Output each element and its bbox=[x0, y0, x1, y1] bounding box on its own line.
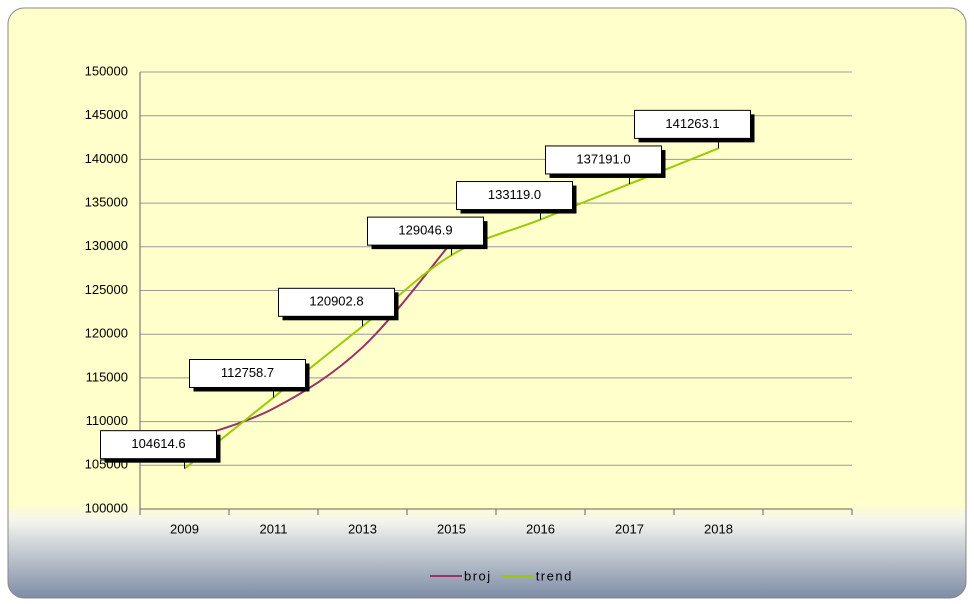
label-box bbox=[634, 109, 751, 139]
line-series bbox=[183, 147, 719, 470]
data-label: 120902.8 bbox=[309, 294, 363, 309]
y-tick-label: 110000 bbox=[86, 413, 128, 428]
y-tick-label: 125000 bbox=[85, 282, 128, 297]
legend-label: trend bbox=[536, 568, 573, 583]
line-series bbox=[184, 241, 453, 442]
label-box bbox=[189, 358, 306, 388]
x-tick-label: 2013 bbox=[348, 521, 377, 536]
x-tick-label: 2018 bbox=[704, 521, 733, 536]
y-tick-label: 150000 bbox=[85, 63, 128, 78]
label-box bbox=[456, 181, 573, 211]
data-label: 133119.0 bbox=[488, 187, 541, 202]
data-label: 141263.1 bbox=[665, 116, 719, 131]
legend-label: broj bbox=[464, 568, 492, 583]
y-tick-label: 140000 bbox=[85, 151, 128, 166]
y-tick-label: 130000 bbox=[85, 238, 128, 253]
label-box bbox=[545, 145, 662, 175]
x-tick-label: 2009 bbox=[170, 521, 199, 536]
x-tick-label: 2016 bbox=[526, 521, 555, 536]
label-box bbox=[278, 287, 395, 317]
label-box bbox=[100, 430, 217, 460]
x-tick-label: 2017 bbox=[615, 521, 644, 536]
label-box bbox=[367, 216, 484, 246]
data-label: 104614.6 bbox=[131, 436, 185, 451]
x-tick-label: 2011 bbox=[260, 521, 288, 536]
y-tick-label: 135000 bbox=[85, 195, 128, 210]
x-tick-label: 2015 bbox=[437, 521, 466, 536]
y-tick-label: 145000 bbox=[85, 107, 128, 122]
y-tick-label: 120000 bbox=[85, 326, 128, 341]
data-label: 129046.9 bbox=[398, 223, 452, 238]
data-label: 137191.0 bbox=[576, 151, 630, 166]
y-tick-label: 115000 bbox=[86, 369, 128, 384]
y-tick-label: 100000 bbox=[85, 500, 128, 515]
data-label: 112758.7 bbox=[221, 365, 274, 380]
